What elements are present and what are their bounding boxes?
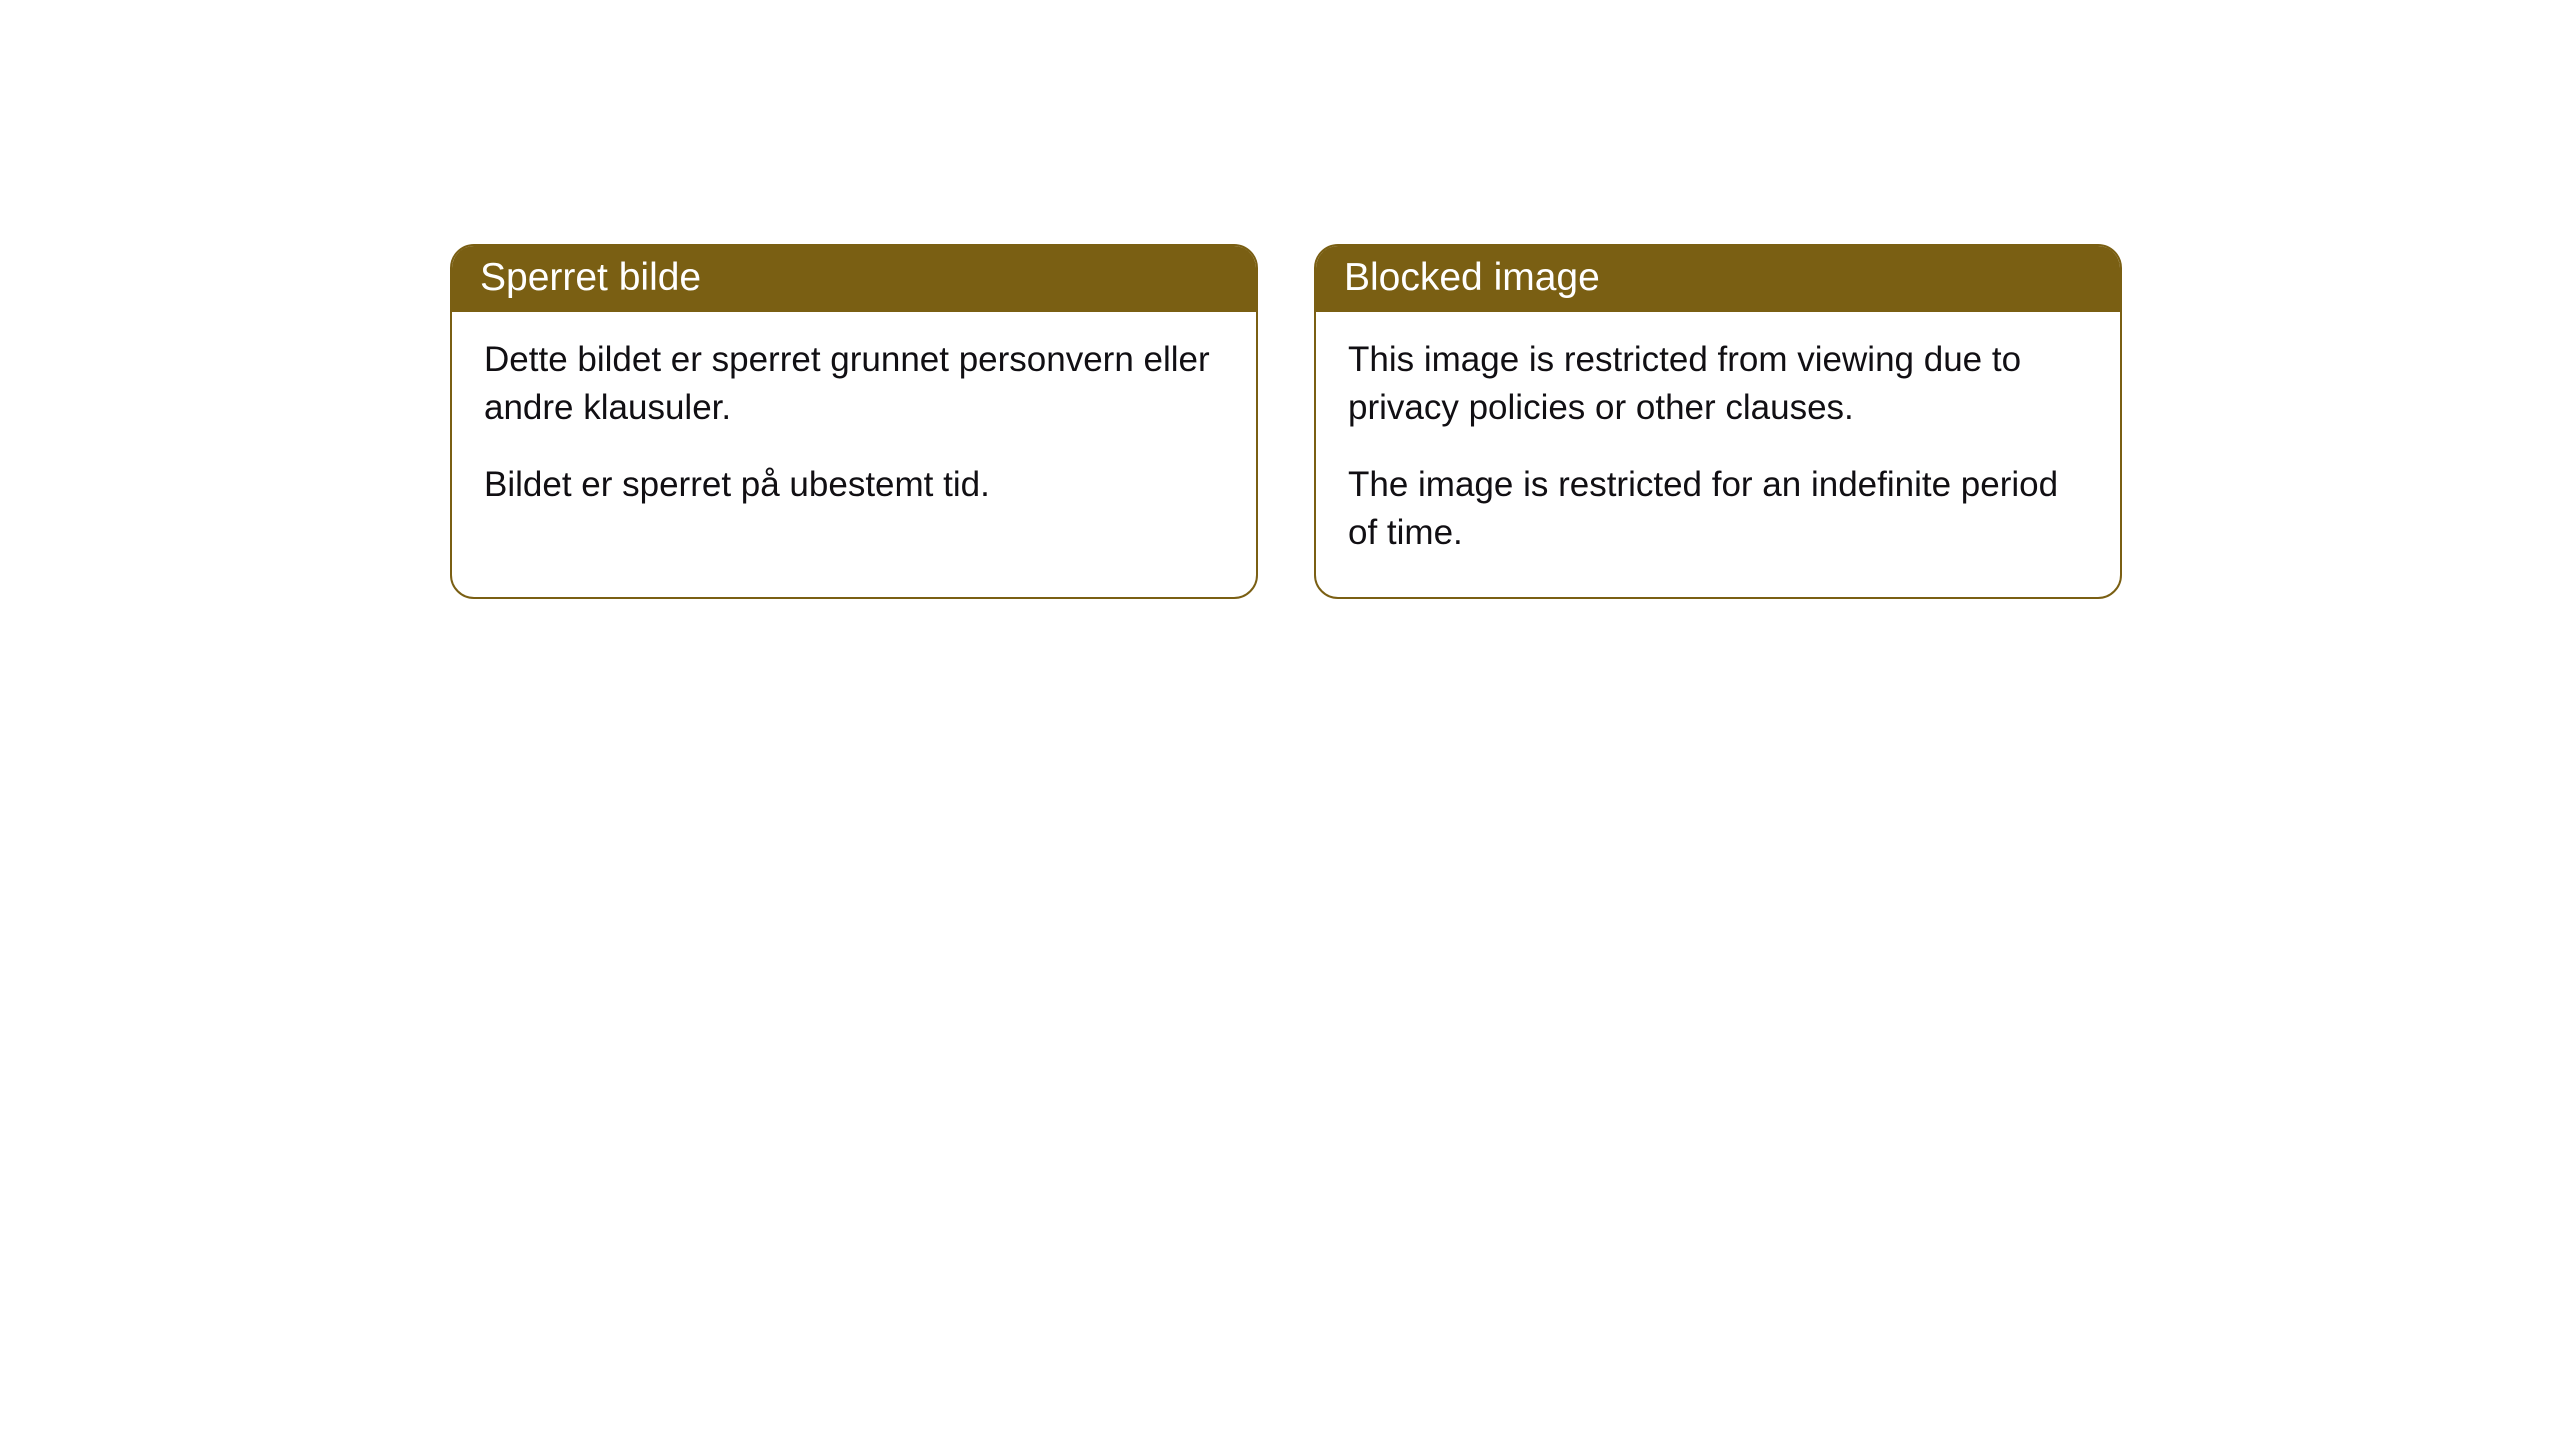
card-paragraph-en-1: This image is restricted from viewing du…	[1348, 336, 2088, 433]
card-paragraph-no-1: Dette bildet er sperret grunnet personve…	[484, 336, 1224, 433]
blocked-image-card-no: Sperret bilde Dette bildet er sperret gr…	[450, 244, 1258, 599]
card-header-no: Sperret bilde	[452, 246, 1256, 312]
blocked-image-card-en: Blocked image This image is restricted f…	[1314, 244, 2122, 599]
card-body-no: Dette bildet er sperret grunnet personve…	[452, 312, 1256, 549]
card-paragraph-no-2: Bildet er sperret på ubestemt tid.	[484, 461, 1224, 509]
cards-container: Sperret bilde Dette bildet er sperret gr…	[0, 0, 2560, 599]
card-body-en: This image is restricted from viewing du…	[1316, 312, 2120, 597]
card-header-en: Blocked image	[1316, 246, 2120, 312]
card-paragraph-en-2: The image is restricted for an indefinit…	[1348, 461, 2088, 558]
